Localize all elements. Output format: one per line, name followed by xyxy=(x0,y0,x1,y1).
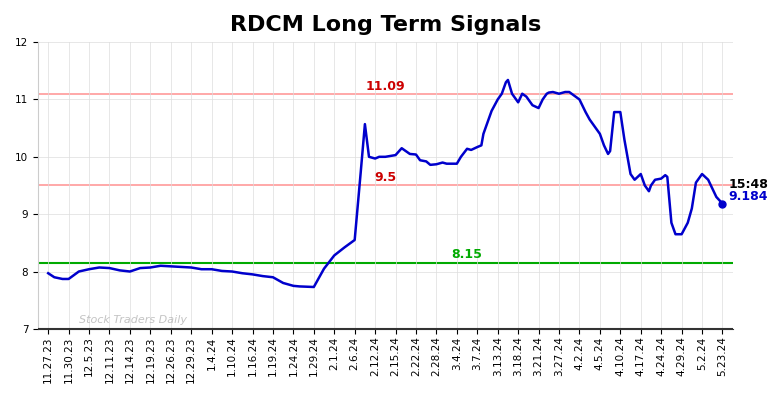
Text: 11.09: 11.09 xyxy=(365,80,405,93)
Text: 15:48: 15:48 xyxy=(728,178,768,191)
Text: Stock Traders Daily: Stock Traders Daily xyxy=(79,315,187,325)
Text: 9.184: 9.184 xyxy=(728,190,768,203)
Title: RDCM Long Term Signals: RDCM Long Term Signals xyxy=(230,15,541,35)
Text: 8.15: 8.15 xyxy=(452,248,482,261)
Text: 9.5: 9.5 xyxy=(374,172,397,184)
